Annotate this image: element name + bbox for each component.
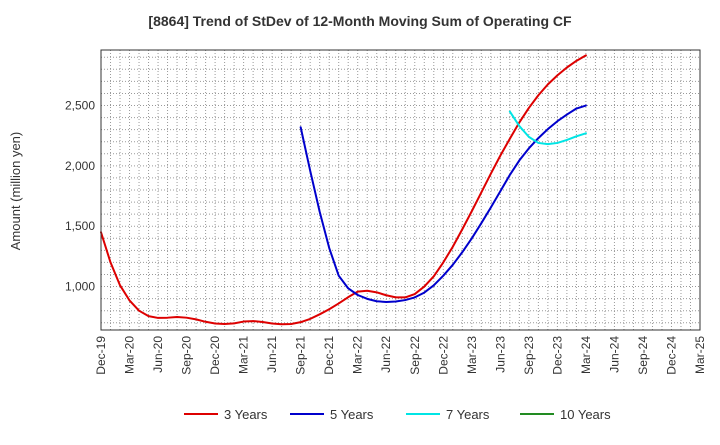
x-tick-label: Sep-22 <box>408 336 422 375</box>
horizontal-gridlines <box>101 56 700 324</box>
x-tick-label: Mar-20 <box>123 336 137 374</box>
series-line-3-years <box>100 54 587 326</box>
x-tick-label: Mar-23 <box>465 336 479 374</box>
x-tick-label: Dec-22 <box>436 336 450 375</box>
x-tick-label: Dec-21 <box>322 336 336 375</box>
x-tick-label: Jun-21 <box>265 336 279 373</box>
x-tick-label: Dec-20 <box>208 336 222 375</box>
legend-label: 5 Years <box>330 407 374 422</box>
plot-background <box>101 50 700 330</box>
legend-label: 7 Years <box>446 407 490 422</box>
y-tick-label: 1,500 <box>65 219 95 233</box>
x-tick-label: Sep-24 <box>636 336 650 375</box>
legend-item-3-years: 3 Years <box>184 407 268 422</box>
x-tick-label: Mar-24 <box>579 336 593 374</box>
legend-item-7-years: 7 Years <box>406 407 490 422</box>
plot-area: 1,000 1,500 2,000 2,500 Dec-19 Mar-20 Jun-20 Se… <box>65 49 707 375</box>
x-tick-label: Mar-22 <box>351 336 365 374</box>
plot-border <box>100 49 701 331</box>
legend-item-5-years: 5 Years <box>290 407 374 422</box>
x-tick-label: Dec-24 <box>664 336 678 375</box>
x-tick-label: Jun-22 <box>379 336 393 373</box>
x-tick-label: Dec-19 <box>94 336 108 375</box>
y-tick-label: 2,500 <box>65 99 95 113</box>
x-tick-label: Sep-21 <box>294 336 308 375</box>
legend-label: 10 Years <box>560 407 611 422</box>
y-tick-label: 1,000 <box>65 280 95 294</box>
x-tick-labels: Dec-19 Mar-20 Jun-20 Sep-20 Dec-20 Mar-21 Jun-… <box>94 336 707 375</box>
legend: 3 Years 5 Years 7 Years 10 Years <box>184 407 611 422</box>
x-tick-label: Mar-21 <box>237 336 251 374</box>
x-tick-label: Jun-23 <box>493 336 507 373</box>
legend-label: 3 Years <box>224 407 268 422</box>
x-tick-label: Dec-23 <box>550 336 564 375</box>
x-tick-label: Mar-25 <box>693 336 707 374</box>
chart-title: [8864] Trend of StDev of 12-Month Moving… <box>148 13 572 29</box>
x-tick-label: Sep-23 <box>522 336 536 375</box>
y-axis-label: Amount (million yen) <box>8 132 23 251</box>
x-tick-label: Jun-24 <box>607 336 621 373</box>
y-tick-label: 2,000 <box>65 159 95 173</box>
series-line-5-years <box>299 104 587 303</box>
y-tick-labels: 1,000 1,500 2,000 2,500 <box>65 99 95 294</box>
series-line-7-years <box>508 110 587 146</box>
series-lines <box>100 54 587 326</box>
x-tick-label: Jun-20 <box>151 336 165 373</box>
legend-item-10-years: 10 Years <box>520 407 611 422</box>
x-tick-label: Sep-20 <box>180 336 194 375</box>
